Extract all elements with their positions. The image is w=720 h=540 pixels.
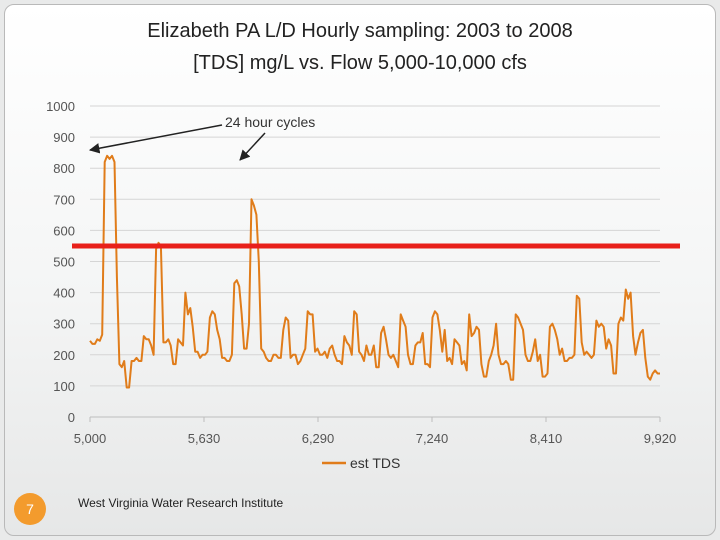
annotation-24-hour-cycles: 24 hour cycles — [225, 114, 315, 130]
y-tick-label: 100 — [53, 379, 75, 394]
x-tick-label: 5,000 — [74, 431, 107, 446]
x-tick-label: 8,410 — [530, 431, 563, 446]
series-line-est-tds — [89, 154, 660, 389]
chart-title-line1: Elizabeth PA L/D Hourly sampling: 2003 t… — [147, 20, 573, 42]
y-tick-label: 200 — [53, 348, 75, 363]
slide-background — [4, 4, 716, 536]
footer-institute: West Virginia Water Research Institute — [78, 496, 284, 510]
y-tick-label: 800 — [53, 161, 75, 176]
y-tick-label: 1000 — [46, 99, 75, 114]
y-tick-label: 900 — [53, 130, 75, 145]
y-tick-label: 700 — [53, 192, 75, 207]
annotation-arrow-left — [88, 124, 223, 154]
y-tick-label: 400 — [53, 286, 75, 301]
annotation-arrow-right — [239, 132, 266, 161]
x-tick-label: 6,290 — [302, 431, 335, 446]
legend-label-est-tds: est TDS — [350, 455, 400, 471]
x-tick-label: 7,240 — [416, 431, 449, 446]
chart-title-line2: [TDS] mg/L vs. Flow 5,000-10,000 cfs — [193, 52, 527, 74]
x-tick-label: 9,920 — [644, 431, 677, 446]
x-tick-label: 5,630 — [188, 431, 221, 446]
page-number-badge: 7 — [14, 493, 46, 525]
legend: est TDS — [322, 455, 400, 471]
y-tick-label: 600 — [53, 223, 75, 238]
y-tick-label: 300 — [53, 317, 75, 332]
y-tick-label: 0 — [68, 410, 75, 425]
y-tick-label: 500 — [53, 255, 75, 270]
